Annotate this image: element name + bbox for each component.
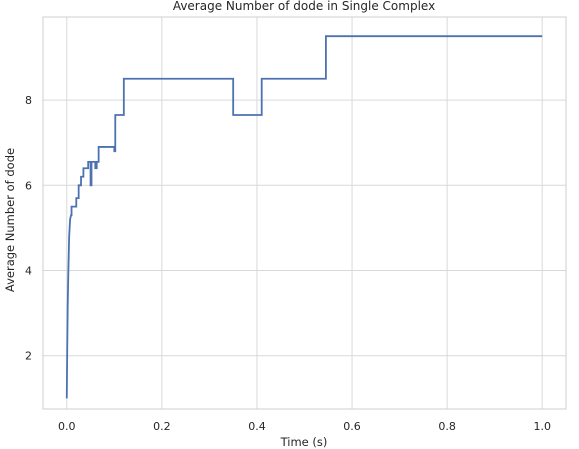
x-tick-label: 0.4 bbox=[248, 420, 266, 433]
y-tick-label: 8 bbox=[25, 94, 32, 107]
y-axis-ticks: 2 4 6 8 bbox=[25, 94, 32, 363]
x-tick-label: 0.2 bbox=[153, 420, 171, 433]
x-tick-label: 0.6 bbox=[343, 420, 361, 433]
x-axis-label: Time (s) bbox=[280, 435, 328, 449]
y-tick-label: 6 bbox=[25, 179, 32, 192]
y-tick-label: 2 bbox=[25, 350, 32, 363]
grid-lines bbox=[43, 17, 566, 409]
plot-frame bbox=[42, 16, 567, 410]
x-axis-ticks: 0.0 0.2 0.4 0.6 0.8 1.0 bbox=[58, 420, 551, 433]
x-tick-label: 1.0 bbox=[533, 420, 551, 433]
series-layer bbox=[65, 35, 543, 399]
x-tick-label: 0.8 bbox=[438, 420, 456, 433]
chart-title: Average Number of dode in Single Complex bbox=[173, 0, 435, 13]
y-axis-label: Average Number of dode bbox=[3, 148, 17, 292]
y-tick-label: 4 bbox=[25, 265, 32, 278]
x-tick-label: 0.0 bbox=[58, 420, 76, 433]
series-line-1 bbox=[65, 35, 543, 399]
